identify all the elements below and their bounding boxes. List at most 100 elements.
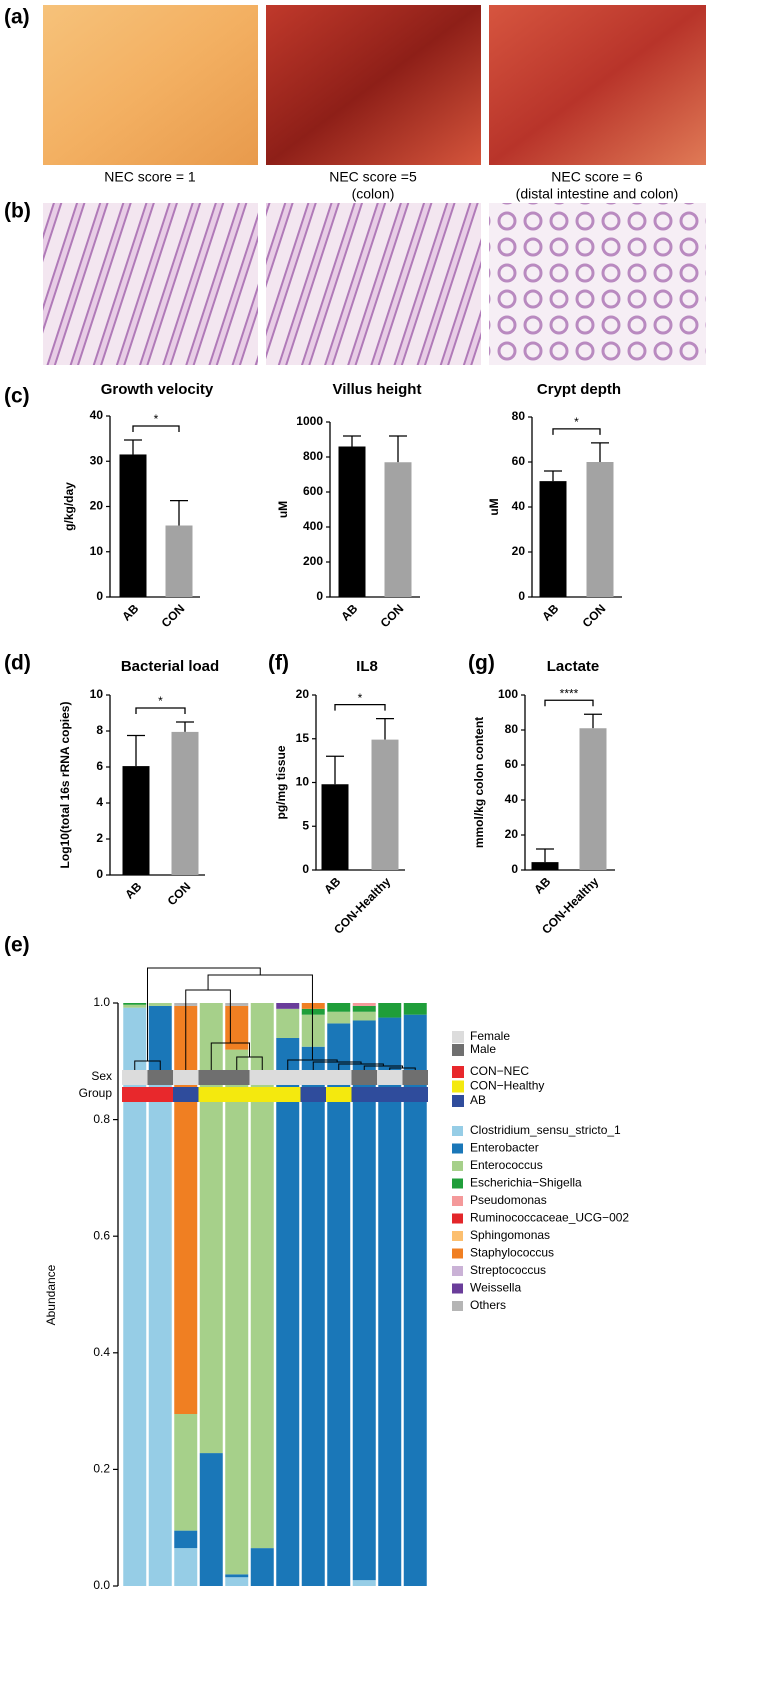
bar xyxy=(122,766,150,875)
legend-label: Enterococcus xyxy=(470,1158,543,1172)
legend-swatch xyxy=(452,1213,463,1224)
y-tick-label: 1000 xyxy=(296,414,323,428)
photo-caption: NEC score = 6 xyxy=(551,169,643,185)
y-tick-label: 80 xyxy=(512,409,526,423)
legend-label: Weissella xyxy=(470,1281,521,1295)
x-tick-label: CON xyxy=(159,601,188,630)
bar xyxy=(531,862,559,870)
legend-swatch xyxy=(452,1178,463,1189)
bar xyxy=(384,462,412,597)
significance-label: **** xyxy=(560,686,579,700)
significance-label: * xyxy=(158,694,163,708)
y-tick-label: 80 xyxy=(505,722,519,736)
photo-caption: NEC score = 1 xyxy=(104,169,196,185)
bar-segment xyxy=(276,1037,300,1586)
y-tick-label: 10 xyxy=(90,544,104,558)
sex-cell xyxy=(122,1070,148,1085)
x-tick-label: CON xyxy=(580,601,609,630)
chart-title: Growth velocity xyxy=(101,381,214,398)
bar-segment xyxy=(148,1005,172,1073)
bar-segment xyxy=(199,1453,223,1586)
dendrogram-link xyxy=(147,967,261,1061)
x-tick-label: AB xyxy=(119,601,141,623)
y-tick-label: 600 xyxy=(303,484,323,498)
group-cell xyxy=(402,1087,428,1102)
bar-segment xyxy=(250,1003,274,1549)
significance-bracket xyxy=(135,707,186,714)
panel-label: (e) xyxy=(4,934,30,957)
bar xyxy=(579,728,607,870)
bar xyxy=(338,446,366,597)
y-axis-label: uM xyxy=(487,498,501,515)
photo xyxy=(43,5,258,165)
bar-segment xyxy=(378,1003,402,1018)
chart-title: Lactate xyxy=(547,658,600,675)
y-tick-label: 0 xyxy=(96,867,103,881)
bar-segment xyxy=(352,1003,376,1006)
panel-label: (g) xyxy=(468,652,495,675)
group-cell xyxy=(224,1087,250,1102)
legend-swatch xyxy=(452,1266,463,1276)
group-cell xyxy=(198,1087,224,1102)
bar-segment xyxy=(225,1005,249,1050)
bar-segment xyxy=(276,1003,300,1009)
bar-segment xyxy=(225,1003,249,1006)
bar xyxy=(586,462,614,597)
significance-bracket xyxy=(544,699,594,707)
y-tick-label: 20 xyxy=(90,499,104,513)
significance-bracket xyxy=(552,428,601,435)
group-cell xyxy=(377,1087,403,1102)
chart-title: IL8 xyxy=(356,658,378,675)
legend-swatch xyxy=(452,1080,464,1093)
bar-segment xyxy=(174,1548,198,1586)
row-label: Sex xyxy=(91,1069,112,1083)
x-tick-label: AB xyxy=(539,601,561,623)
photo-row xyxy=(43,5,706,365)
legend-label: Ruminococcaceae_UCG−002 xyxy=(470,1211,629,1225)
bar-segment xyxy=(403,1014,427,1586)
y-tick-label: 20 xyxy=(512,544,526,558)
y-tick-label: 6 xyxy=(96,759,103,773)
group-cell xyxy=(173,1087,199,1102)
bar xyxy=(371,739,399,870)
sex-cell xyxy=(351,1070,377,1085)
y-tick-label: 800 xyxy=(303,449,323,463)
histology-image xyxy=(489,203,706,365)
legend-label: Streptococcus xyxy=(470,1263,546,1277)
bar-segment xyxy=(225,1049,249,1575)
y-tick-label: 30 xyxy=(90,453,104,467)
x-tick-label: AB xyxy=(338,601,360,623)
bar-segment xyxy=(352,1011,376,1021)
bar-segment xyxy=(250,1548,274,1586)
y-axis-label: Log10(total 16s rRNA copies) xyxy=(58,702,72,869)
bar-segment xyxy=(378,1017,402,1586)
y-tick-label: 0.8 xyxy=(93,1112,110,1126)
legend-label: AB xyxy=(470,1093,486,1107)
y-tick-label: 60 xyxy=(505,757,519,771)
photo xyxy=(489,5,706,165)
legend-label: Sphingomonas xyxy=(470,1228,550,1242)
legend-swatch xyxy=(452,1066,464,1078)
bar-segment xyxy=(225,1577,249,1586)
bar-segment xyxy=(301,1014,325,1047)
y-tick-label: 0.4 xyxy=(93,1345,110,1359)
group-cell xyxy=(351,1087,377,1102)
bar-segment xyxy=(403,1003,427,1015)
sex-cell xyxy=(275,1070,301,1085)
x-tick-label: AB xyxy=(122,879,144,901)
legend-swatch xyxy=(452,1301,463,1311)
y-tick-label: 100 xyxy=(498,687,518,701)
panel-label: (d) xyxy=(4,652,31,675)
legend-label: Clostridium_sensu_stricto_1 xyxy=(470,1123,621,1137)
bar-segment xyxy=(174,1005,198,1415)
bar-segment xyxy=(327,1023,351,1586)
photo-caption: NEC score =5 xyxy=(329,169,417,185)
bar-segment xyxy=(301,1046,325,1586)
photo-caption: (colon) xyxy=(352,186,395,202)
group-cell xyxy=(249,1087,275,1102)
sex-cell xyxy=(300,1070,326,1085)
group-cell xyxy=(326,1087,352,1102)
y-tick-label: 2 xyxy=(96,831,103,845)
sex-cell xyxy=(377,1070,403,1085)
